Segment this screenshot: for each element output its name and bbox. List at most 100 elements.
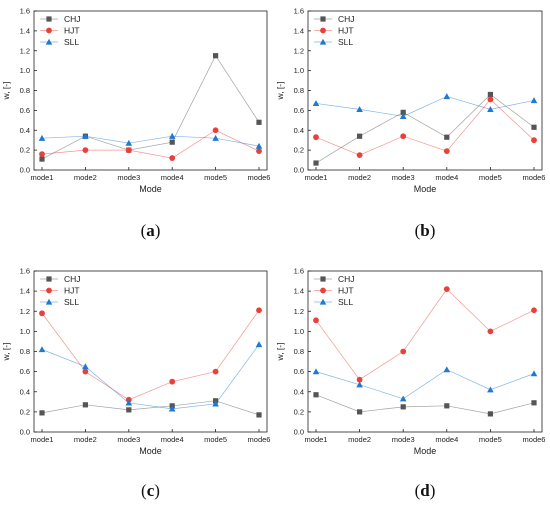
x-tick-label: mode6 [248, 173, 271, 182]
data-point-hjt [256, 307, 262, 314]
y-tick-label: 1.0 [20, 327, 30, 336]
data-point-chj [169, 139, 175, 145]
data-point-hjt [531, 137, 537, 144]
series-line-chj [315, 394, 535, 415]
y-tick-label: 0.6 [20, 106, 30, 115]
chart-panel-d: 0.0 0.2 0.4 0.6 0.8 1.0 1.2 1.4 1.6 mode1 mode2 mod… [275, 267, 545, 500]
data-point-hjt [169, 378, 176, 385]
data-point-hjt [356, 152, 363, 158]
panel-label: (c) [141, 481, 160, 500]
data-point-hjt [531, 307, 537, 314]
series-line-hjt [315, 288, 535, 381]
y-tick-label: 0.4 [20, 126, 30, 135]
panel-label-letter: a [146, 221, 155, 240]
data-point-chj [444, 403, 450, 409]
y-tick-label: 0.6 [294, 367, 304, 376]
chart-panel-c: 0.0 0.2 0.4 0.6 0.8 1.0 1.2 1.4 1.6 mode1 mode2 mod… [1, 267, 270, 500]
data-point-sll [443, 93, 451, 100]
x-tick-label: mode3 [117, 173, 140, 182]
y-axis-label: w, [-] [1, 82, 11, 101]
y-axis-label: w, [-] [275, 82, 285, 101]
y-tick-label: 1.0 [294, 327, 304, 336]
y-tick-label: 0.4 [294, 126, 304, 135]
y-tick-label: 1.4 [294, 26, 304, 35]
data-point-sll [125, 139, 133, 146]
data-point-hjt [487, 96, 494, 103]
legend-entry-hjt: HJT [64, 286, 80, 296]
data-point-chj [531, 400, 537, 406]
series-line-chj [41, 400, 260, 416]
y-tick-label: 1.2 [20, 307, 30, 316]
data-point-sll [168, 405, 176, 412]
y-tick-label: 1.2 [294, 307, 304, 316]
x-axis-label: Mode [139, 184, 162, 194]
data-point-sll [82, 363, 89, 370]
data-point-sll [312, 100, 320, 107]
series-line-sll [41, 135, 260, 147]
x-tick-label: mode6 [523, 173, 546, 182]
x-tick-label: mode2 [348, 173, 371, 182]
legend-entry-hjt: HJT [338, 26, 354, 36]
series-line-hjt [41, 129, 260, 159]
series-line-sll [41, 344, 260, 410]
y-tick-label: 1.2 [20, 46, 30, 55]
data-point-hjt [356, 376, 363, 383]
series-line-sll [315, 369, 535, 400]
legend-marker-chj [320, 16, 326, 22]
data-point-chj [313, 392, 319, 398]
data-point-hjt [443, 148, 450, 155]
panel-label: (d) [415, 481, 436, 500]
chart-panel-b: 0.0 0.2 0.4 0.6 0.8 1.0 1.2 1.4 1.6 mode1 mode2 mod… [275, 7, 545, 240]
y-tick-label: 0.4 [20, 387, 30, 396]
data-point-sll [255, 341, 263, 348]
data-point-hjt [313, 317, 319, 324]
data-point-hjt [212, 368, 219, 375]
data-point-sll [356, 106, 363, 113]
legend-entry-sll: SLL [64, 297, 79, 307]
data-point-hjt [400, 348, 407, 355]
y-tick-label: 1.6 [20, 267, 30, 276]
y-tick-label: 0.6 [294, 106, 304, 115]
y-tick-label: 1.4 [20, 26, 30, 35]
y-tick-label: 0.2 [294, 407, 304, 416]
y-tick-label: 0.8 [294, 347, 304, 356]
legend-entry-chj: CHJ [64, 14, 81, 24]
x-tick-label: mode2 [348, 435, 371, 444]
legend-entry-hjt: HJT [64, 26, 80, 36]
data-point-sll [487, 386, 494, 393]
x-tick-label: mode4 [161, 435, 184, 444]
data-point-chj [444, 134, 450, 140]
data-point-sll [443, 366, 451, 373]
y-tick-label: 1.2 [294, 46, 304, 55]
data-point-sll [530, 97, 538, 104]
y-tick-label: 0.0 [20, 166, 30, 175]
data-point-chj [256, 412, 262, 418]
legend-marker-sll [319, 38, 327, 45]
y-tick-label: 1.6 [20, 7, 30, 16]
data-point-hjt [313, 134, 319, 141]
x-tick-label: mode6 [248, 435, 271, 444]
data-point-hjt [169, 155, 176, 161]
data-point-chj [82, 402, 88, 408]
series-line-hjt [315, 98, 535, 156]
legend-marker-hjt [46, 287, 52, 294]
data-point-hjt [400, 133, 407, 140]
data-point-sll [399, 113, 407, 119]
data-point-hjt [39, 151, 45, 158]
legend-marker-sll [45, 298, 53, 305]
legend-marker-chj [320, 276, 326, 282]
y-tick-label: 0.0 [294, 428, 304, 437]
data-point-chj [487, 91, 493, 98]
y-tick-label: 1.4 [294, 287, 304, 296]
y-tick-label: 1.0 [20, 66, 30, 75]
legend-entry-sll: SLL [338, 297, 353, 307]
x-axis-label: Mode [139, 446, 162, 456]
panel-label: (b) [415, 221, 436, 240]
y-tick-label: 0.4 [294, 387, 304, 396]
x-tick-label: mode2 [74, 435, 97, 444]
data-point-sll [399, 395, 407, 402]
data-point-hjt [125, 147, 132, 154]
x-tick-label: mode4 [435, 435, 458, 444]
x-axis-label: Mode [414, 446, 437, 456]
data-point-hjt [487, 328, 494, 335]
